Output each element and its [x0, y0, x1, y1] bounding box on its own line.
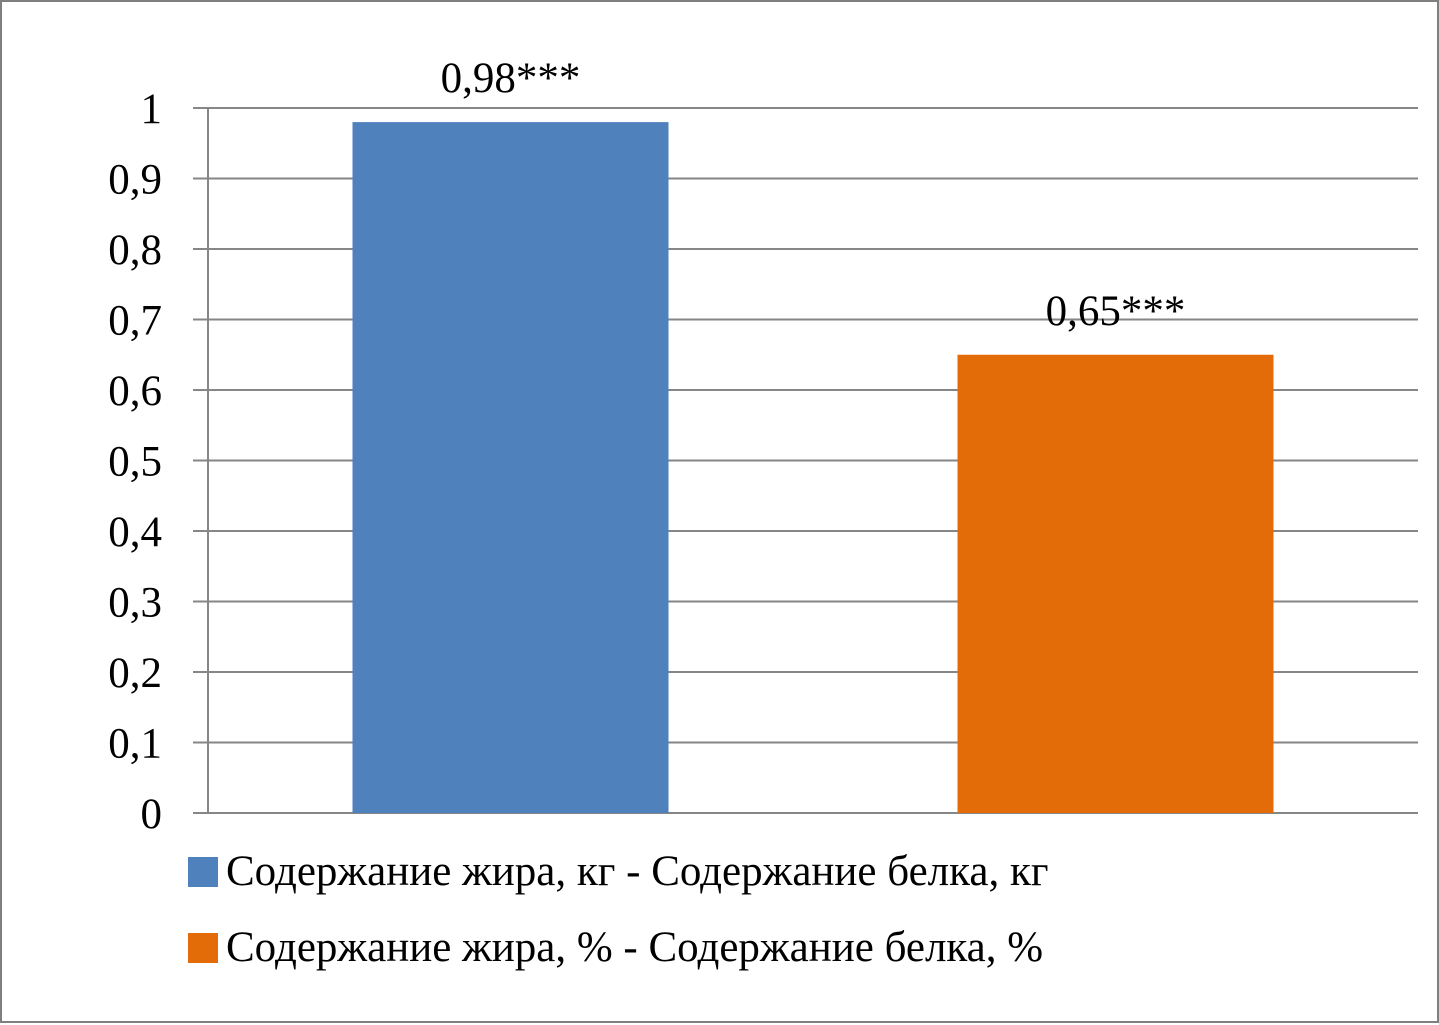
y-tick-label: 0,6 — [108, 368, 162, 415]
y-tick-label: 0,2 — [108, 650, 162, 697]
legend-label-kg: Содержание жира, кг - Содержание белка, … — [226, 848, 1049, 895]
y-tick-label: 0,7 — [108, 298, 162, 345]
bars — [352, 122, 1274, 814]
legend-swatch-percent — [188, 932, 218, 963]
y-tick-label: 0,5 — [108, 439, 162, 486]
legend-item-kg: Содержание жира, кг - Содержание белка, … — [188, 848, 1049, 895]
y-tick-label: 0,8 — [108, 227, 162, 274]
legend: Содержание жира, кг - Содержание белка, … — [188, 848, 1049, 1002]
data-labels: 0,98*** 0,65*** — [441, 55, 1186, 335]
legend-label-percent: Содержание жира, % - Содержание белка, % — [226, 924, 1044, 971]
bar — [957, 354, 1274, 813]
legend-swatch-kg — [188, 856, 218, 887]
data-label: 0,98*** — [441, 55, 581, 102]
y-tick-label: 0,3 — [108, 580, 162, 627]
y-tick-label: 0,1 — [108, 721, 162, 768]
y-tick-label: 0,4 — [108, 509, 162, 556]
y-tick-label: 1 — [141, 86, 163, 133]
legend-item-percent: Содержание жира, % - Содержание белка, % — [188, 924, 1048, 971]
y-tick-label: 0,9 — [108, 157, 162, 204]
y-axis-ticks: 0 0,1 0,2 0,3 0,4 0,5 0,6 0,7 0,8 0,9 1 — [108, 86, 162, 838]
bar — [352, 122, 669, 814]
data-label: 0,65*** — [1046, 288, 1186, 335]
y-tick-label: 0 — [141, 791, 163, 838]
